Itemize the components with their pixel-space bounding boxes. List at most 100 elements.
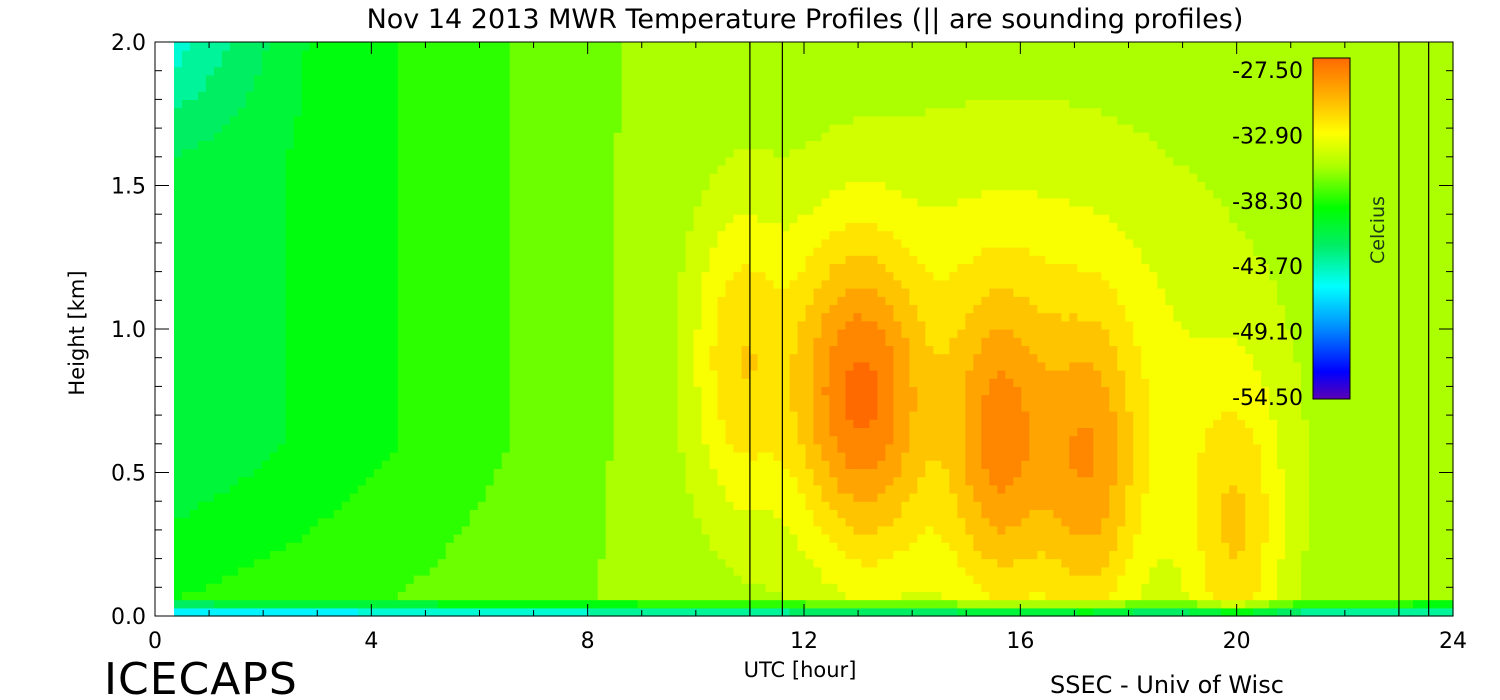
heatmap-cell bbox=[685, 320, 695, 330]
heatmap-cell bbox=[485, 230, 495, 240]
heatmap-cell bbox=[301, 263, 311, 273]
heatmap-cell bbox=[213, 558, 223, 568]
heatmap-cell bbox=[381, 238, 391, 248]
heatmap-cell bbox=[261, 509, 271, 519]
heatmap-cell bbox=[389, 148, 399, 158]
heatmap-cell bbox=[565, 50, 575, 59]
heatmap-cell bbox=[389, 427, 399, 437]
heatmap-cell bbox=[317, 279, 327, 289]
heatmap-cell bbox=[525, 329, 535, 338]
heatmap-cell bbox=[317, 99, 327, 109]
heatmap-cell bbox=[637, 575, 647, 584]
heatmap-cell bbox=[365, 345, 375, 355]
heatmap-cell bbox=[549, 173, 559, 182]
heatmap-cell bbox=[277, 58, 287, 68]
heatmap-cell bbox=[261, 427, 271, 437]
heatmap-cell bbox=[733, 99, 743, 109]
heatmap-cell bbox=[541, 542, 551, 551]
heatmap-cell bbox=[373, 99, 383, 109]
heatmap-cell bbox=[597, 124, 607, 133]
heatmap-cell bbox=[373, 148, 383, 158]
heatmap-cell bbox=[189, 50, 199, 59]
heatmap-cell bbox=[317, 591, 327, 601]
heatmap-cell bbox=[645, 370, 655, 379]
heatmap-cell bbox=[445, 452, 455, 461]
heatmap-cell bbox=[653, 214, 663, 223]
heatmap-cell bbox=[461, 99, 471, 109]
heatmap-cell bbox=[501, 460, 511, 469]
heatmap-cell bbox=[605, 525, 615, 535]
heatmap-cell bbox=[501, 263, 511, 273]
heatmap-cell bbox=[621, 583, 631, 592]
heatmap-cell bbox=[541, 509, 551, 519]
heatmap-cell bbox=[173, 66, 183, 76]
heatmap-cell bbox=[173, 386, 183, 396]
heatmap-cell bbox=[429, 206, 439, 215]
heatmap-cell bbox=[565, 378, 575, 387]
heatmap-cell bbox=[301, 484, 311, 494]
heatmap-cell bbox=[605, 550, 615, 560]
heatmap-cell bbox=[341, 148, 351, 158]
heatmap-cell bbox=[285, 279, 295, 289]
heatmap-cell bbox=[597, 156, 607, 166]
heatmap-cell bbox=[525, 337, 535, 346]
heatmap-cell bbox=[725, 296, 735, 305]
heatmap-cell bbox=[493, 115, 503, 125]
heatmap-cell bbox=[197, 238, 207, 248]
heatmap-cell bbox=[589, 476, 599, 486]
heatmap-cell bbox=[389, 419, 399, 428]
heatmap-cell bbox=[389, 263, 399, 273]
heatmap-cell bbox=[541, 189, 551, 199]
heatmap-cell bbox=[301, 566, 311, 576]
heatmap-cell bbox=[237, 173, 247, 182]
heatmap-cell bbox=[437, 329, 447, 338]
heatmap-cell bbox=[501, 476, 511, 486]
heatmap-cell bbox=[253, 238, 263, 248]
heatmap-cell bbox=[701, 50, 711, 59]
heatmap-cell bbox=[245, 304, 255, 314]
heatmap-cell bbox=[525, 386, 535, 396]
heatmap-cell bbox=[277, 476, 287, 486]
heatmap-cell bbox=[253, 583, 263, 592]
heatmap-cell bbox=[493, 296, 503, 305]
heatmap-cell bbox=[549, 460, 559, 469]
heatmap-cell bbox=[557, 42, 567, 51]
heatmap-cell bbox=[229, 558, 239, 568]
heatmap-cell bbox=[173, 542, 183, 551]
heatmap-cell bbox=[469, 337, 479, 346]
heatmap-cell bbox=[389, 583, 399, 592]
heatmap-cell bbox=[573, 132, 583, 141]
heatmap-cell bbox=[301, 271, 311, 281]
heatmap-cell bbox=[637, 99, 647, 109]
heatmap-cell bbox=[197, 460, 207, 469]
heatmap-cell bbox=[293, 484, 303, 494]
heatmap-cell bbox=[477, 296, 487, 305]
heatmap-cell bbox=[421, 484, 431, 494]
heatmap-cell bbox=[645, 419, 655, 428]
heatmap-cell bbox=[317, 566, 327, 576]
heatmap-cell bbox=[429, 345, 439, 355]
heatmap-cell bbox=[277, 74, 287, 84]
heatmap-cell bbox=[229, 329, 239, 338]
heatmap-cell bbox=[437, 468, 447, 478]
heatmap-cell bbox=[461, 468, 471, 478]
heatmap-cell bbox=[733, 222, 743, 232]
heatmap-cell bbox=[541, 501, 551, 510]
heatmap-cell bbox=[293, 271, 303, 281]
heatmap-cell bbox=[365, 525, 375, 535]
heatmap-cell bbox=[437, 575, 447, 584]
heatmap-cell bbox=[229, 525, 239, 535]
heatmap-cell bbox=[669, 452, 679, 461]
heatmap-cell bbox=[653, 386, 663, 396]
heatmap-cell bbox=[245, 435, 255, 445]
heatmap-cell bbox=[325, 361, 335, 371]
heatmap-cell bbox=[373, 378, 383, 387]
heatmap-cell bbox=[605, 296, 615, 305]
heatmap-cell bbox=[653, 361, 663, 371]
heatmap-cell bbox=[173, 509, 183, 519]
heatmap-cell bbox=[181, 50, 191, 59]
heatmap-cell bbox=[493, 378, 503, 387]
heatmap-cell bbox=[413, 304, 423, 314]
heatmap-cell bbox=[181, 337, 191, 346]
heatmap-cell bbox=[357, 197, 367, 207]
